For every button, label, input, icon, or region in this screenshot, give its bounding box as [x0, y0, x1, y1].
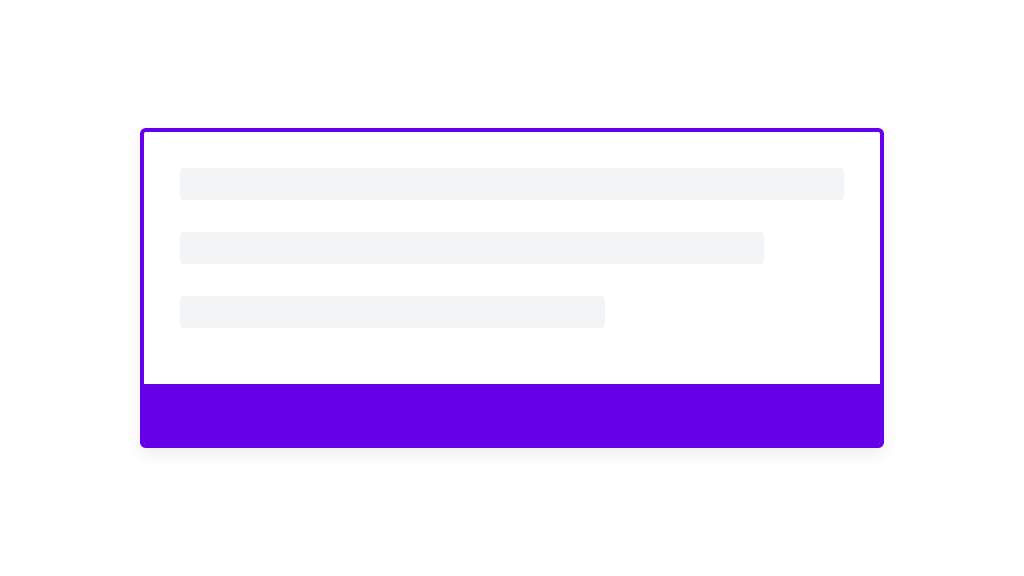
loading-card: [140, 128, 884, 448]
skeleton-content: [180, 168, 844, 360]
card-footer: [144, 384, 880, 444]
skeleton-line: [180, 296, 605, 328]
skeleton-line: [180, 232, 765, 264]
skeleton-line: [180, 168, 844, 200]
